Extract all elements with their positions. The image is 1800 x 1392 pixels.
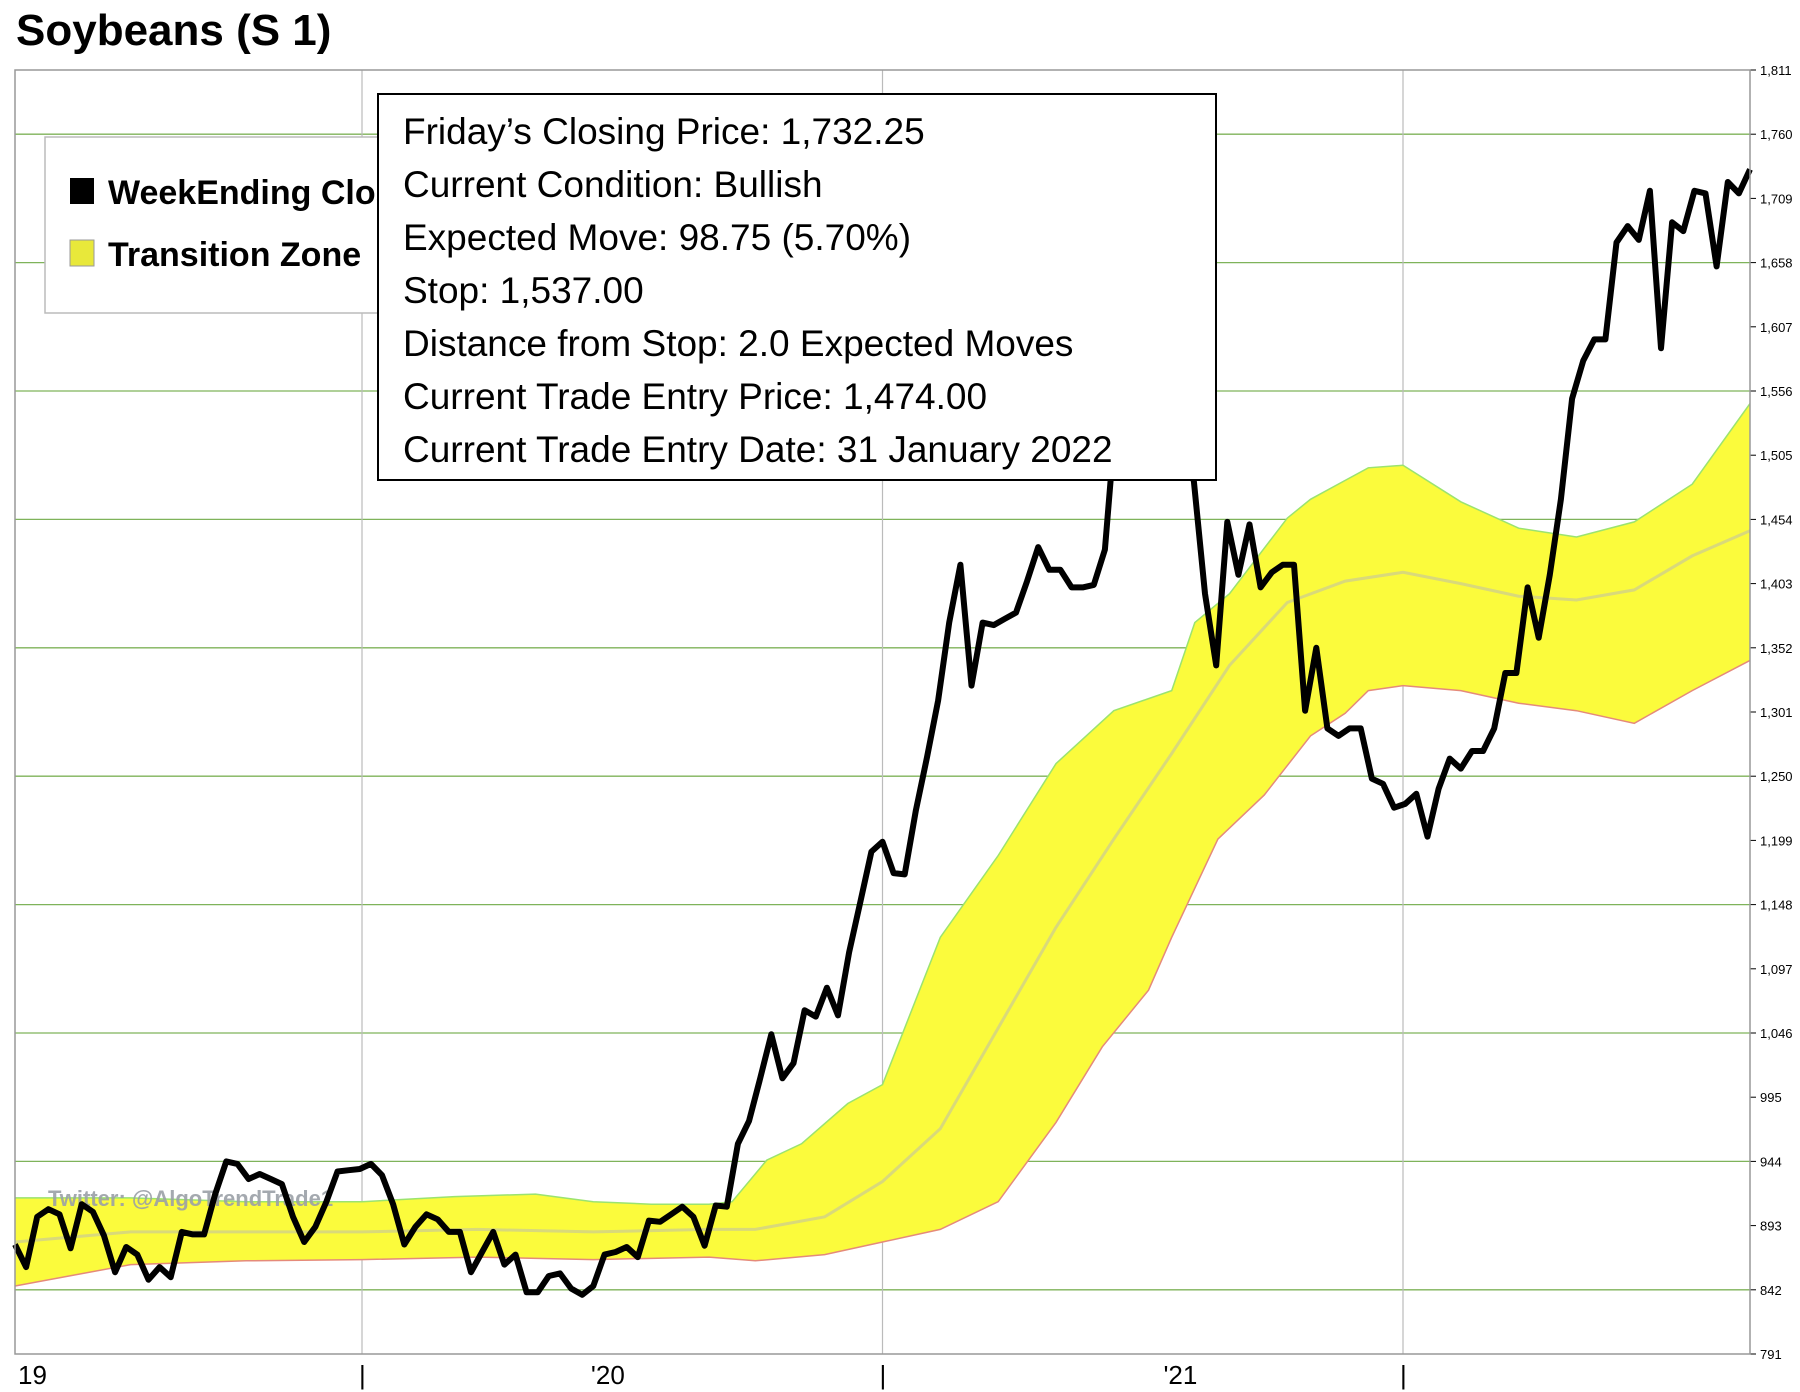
x-tick-label: |	[880, 1360, 887, 1390]
y-tick-label: 1,709	[1760, 191, 1793, 206]
y-tick-label: 1,811	[1760, 63, 1792, 78]
y-tick-label: 1,097	[1760, 962, 1793, 977]
y-tick-label: 1,352	[1760, 641, 1793, 656]
info-entry-price: Current Trade Entry Price: 1,474.00	[403, 376, 988, 417]
x-axis-ticks: 19 | '20 | '21 |	[18, 1360, 1407, 1390]
transition-zone-band	[15, 403, 1750, 1287]
y-axis-ticks: 791 842 893 944 995 1,046 1,097 1,148 1,199 1,250…	[1750, 63, 1793, 1362]
legend-frame	[44, 136, 391, 314]
legend-swatch-close	[70, 178, 94, 204]
legend-swatch-zone	[69, 239, 95, 267]
transition-zone-lower-edge	[14, 659, 1751, 1287]
y-tick-label: 1,250	[1760, 769, 1793, 784]
weekending-close-line	[12, 168, 1753, 1298]
y-tick-label: 1,454	[1760, 512, 1793, 527]
info-stop: Stop: 1,537.00	[403, 270, 644, 311]
y-tick-label: 1,301	[1760, 705, 1793, 720]
legend: WeekEnding Close Transition Zone	[44, 136, 413, 314]
plot-frame	[14, 69, 1751, 1355]
y-tick-label: 1,403	[1760, 577, 1793, 592]
y-tick-label: 1,148	[1760, 898, 1793, 913]
x-tick-label: |	[1400, 1360, 1407, 1390]
info-condition: Current Condition: Bullish	[403, 164, 823, 205]
info-closing-price: Friday’s Closing Price: 1,732.25	[403, 111, 925, 152]
legend-label-zone: Transition Zone	[108, 236, 361, 274]
y-tick-label: 842	[1760, 1283, 1782, 1298]
y-tick-label: 1,505	[1760, 448, 1793, 463]
y-tick-label: 1,658	[1760, 256, 1793, 271]
y-tick-label: 1,760	[1760, 127, 1793, 142]
y-tick-label: 995	[1760, 1090, 1782, 1105]
info-distance: Distance from Stop: 2.0 Expected Moves	[403, 323, 1074, 364]
y-tick-label: 791	[1760, 1347, 1782, 1362]
y-tick-label: 1,199	[1760, 833, 1793, 848]
x-tick-label: '20	[591, 1360, 625, 1390]
y-tick-label: 1,046	[1760, 1026, 1793, 1041]
x-tick-label: |	[359, 1360, 366, 1390]
x-tick-label: 19	[18, 1360, 47, 1390]
legend-label-close: WeekEnding Close	[108, 174, 413, 212]
transition-zone-upper-edge	[15, 403, 1751, 1205]
trade-info-box: Friday’s Closing Price: 1,732.25 Current…	[377, 93, 1217, 481]
y-tick-label: 893	[1760, 1219, 1782, 1234]
info-entry-date: Current Trade Entry Date: 31 January 202…	[403, 429, 1113, 470]
chart-title: Soybeans (S 1)	[16, 6, 332, 55]
transition-zone-midline	[14, 529, 1751, 1244]
info-expected-move: Expected Move: 98.75 (5.70%)	[403, 217, 912, 258]
y-tick-label: 1,556	[1760, 384, 1793, 399]
x-tick-label: '21	[1163, 1360, 1197, 1390]
y-tick-label: 944	[1760, 1154, 1782, 1169]
y-tick-label: 1,607	[1760, 320, 1793, 335]
